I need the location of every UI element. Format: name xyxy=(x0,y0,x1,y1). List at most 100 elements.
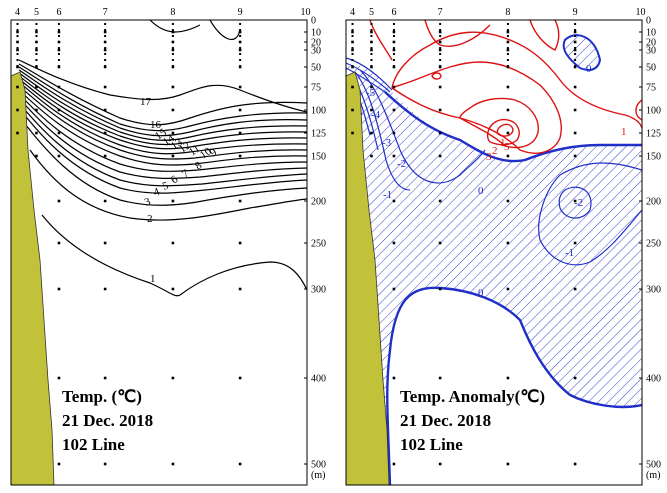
sample-point xyxy=(439,35,442,37)
depth-label: 125 xyxy=(646,129,661,140)
sample-point xyxy=(439,65,442,67)
sample-point xyxy=(104,35,107,37)
sample-point xyxy=(392,241,396,245)
sample-point xyxy=(438,462,442,466)
sample-point xyxy=(239,53,242,55)
depth-label: 250 xyxy=(646,239,661,250)
sample-point xyxy=(57,47,60,49)
sample-point xyxy=(103,376,107,380)
depth-label: 30 xyxy=(311,46,321,57)
contour-top2 xyxy=(209,20,241,41)
contour-pos-upper xyxy=(391,31,642,129)
sample-point xyxy=(104,65,107,67)
sample-point xyxy=(351,47,354,49)
sample-point xyxy=(392,35,395,37)
sample-point xyxy=(16,30,19,34)
sample-point xyxy=(57,131,61,135)
sample-point xyxy=(370,108,373,112)
contour-top xyxy=(149,20,201,33)
depth-label: 300 xyxy=(311,285,326,296)
contour-10 xyxy=(18,81,307,155)
sample-point xyxy=(438,85,442,89)
contour-label: 16 xyxy=(150,119,162,131)
sample-point xyxy=(370,41,373,43)
contour-neg2-right xyxy=(558,186,592,219)
sample-point xyxy=(103,85,107,89)
sample-point xyxy=(171,59,174,61)
sample-point xyxy=(392,41,395,43)
sample-point xyxy=(238,131,242,135)
sample-point xyxy=(506,47,509,49)
sample-point xyxy=(370,35,373,37)
contour-label: 8 xyxy=(193,159,205,172)
sample-point xyxy=(57,199,61,203)
sample-point xyxy=(103,199,107,203)
sample-point xyxy=(439,59,442,61)
sample-point xyxy=(506,376,510,380)
contour-label: 4 xyxy=(152,185,162,198)
sample-point xyxy=(238,199,242,203)
contour-11 xyxy=(18,78,307,150)
contour-neg1-right xyxy=(538,162,642,266)
contour-label: 5 xyxy=(504,141,510,153)
sample-point xyxy=(239,41,242,43)
contour-label: 1 xyxy=(150,273,156,285)
title-line: 21 Dec. 2018 xyxy=(62,411,153,430)
sample-point xyxy=(103,154,107,158)
sample-point xyxy=(351,65,354,67)
title-left: Temp. (℃) 21 Dec. 2018 102 Line xyxy=(62,387,153,454)
sample-point xyxy=(171,241,175,245)
sample-point xyxy=(392,65,395,67)
sample-point xyxy=(238,85,242,89)
contour-14 xyxy=(18,69,307,137)
sample-point xyxy=(171,65,174,67)
sample-point xyxy=(57,23,60,25)
station-label: 5 xyxy=(369,7,374,18)
sample-point xyxy=(370,154,373,158)
sample-point xyxy=(238,376,242,380)
depth-label: 20 xyxy=(646,38,656,49)
sample-point xyxy=(573,30,577,34)
sample-point xyxy=(57,53,60,55)
contour-3 xyxy=(21,119,307,206)
depth-label: 30 xyxy=(646,46,656,57)
sample-point xyxy=(35,41,38,43)
sample-point xyxy=(16,131,19,135)
sample-point xyxy=(171,199,175,203)
title-line: Temp. Anomaly(℃) xyxy=(400,387,545,406)
sample-point xyxy=(57,48,61,52)
depth-label: 50 xyxy=(311,63,321,74)
sample-point xyxy=(35,47,38,49)
sample-point xyxy=(574,41,577,43)
contour-16 xyxy=(18,63,307,126)
sample-point xyxy=(171,462,175,466)
sample-point xyxy=(438,48,442,52)
sample-point xyxy=(35,23,38,25)
sample-point xyxy=(171,53,174,55)
depth-label: 200 xyxy=(646,197,661,208)
sample-point xyxy=(57,462,61,466)
contour-pos3 xyxy=(486,118,520,146)
sample-point xyxy=(57,59,60,61)
sample-point xyxy=(351,108,354,112)
sample-point xyxy=(103,462,107,466)
sample-point xyxy=(573,154,577,158)
sample-point xyxy=(370,53,373,55)
station-label: 4 xyxy=(350,7,355,18)
sample-point xyxy=(392,462,396,466)
sample-point xyxy=(439,53,442,55)
sample-point xyxy=(351,85,354,89)
sample-point xyxy=(439,47,442,49)
sample-point xyxy=(171,30,175,34)
contour-label: -3 xyxy=(382,137,392,149)
sample-point xyxy=(104,53,107,55)
sample-point xyxy=(104,41,107,43)
sample-point xyxy=(351,23,354,25)
depth-label: 0 xyxy=(311,16,316,27)
station-label: 8 xyxy=(170,7,175,18)
sample-point xyxy=(57,287,61,291)
contour-12 xyxy=(18,75,307,146)
depth-label: 200 xyxy=(311,197,326,208)
sample-point xyxy=(104,23,107,25)
sample-point xyxy=(438,287,442,291)
